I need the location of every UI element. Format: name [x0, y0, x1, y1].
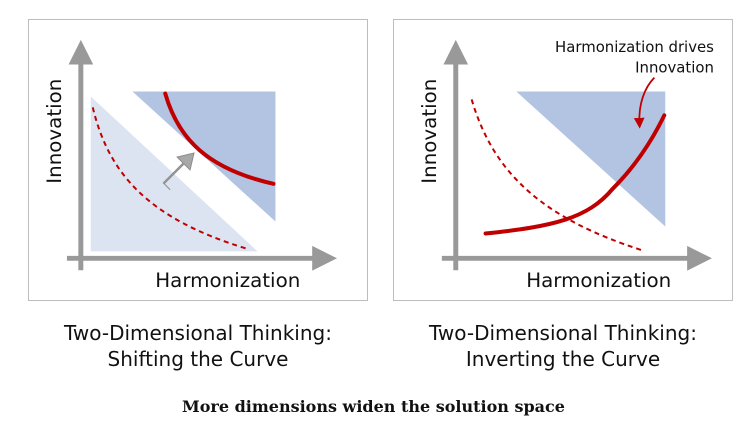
- shift-arrow-icon: [162, 152, 195, 191]
- caption-line-1: Two-Dimensional Thinking:: [429, 321, 697, 345]
- x-axis-label: Harmonization: [155, 269, 300, 292]
- x-axis-label: Harmonization: [526, 269, 671, 292]
- original-tradeoff-curve: [91, 107, 246, 250]
- y-axis-label: Innovation: [43, 79, 66, 184]
- caption-line-2: Inverting the Curve: [465, 347, 661, 371]
- inverting-curve-diagram: Innovation Harmonization Harmonization d…: [418, 38, 714, 292]
- callout-arrow-icon: [633, 76, 655, 129]
- figure-caption: More dimensions widen the solution space: [182, 397, 565, 416]
- tradeoff-curve-dashed: [470, 99, 643, 252]
- shifted-tradeoff-curve: [163, 91, 276, 186]
- shifting-curve-diagram: Innovation Harmonization: [43, 39, 338, 292]
- caption-shifting-curve: Two-Dimensional Thinking: Shifting the C…: [28, 320, 368, 372]
- annotation-line-2: Innovation: [635, 59, 714, 77]
- panel-shifting-curve: Innovation Harmonization: [28, 19, 368, 301]
- annotation-line-1: Harmonization drives: [555, 38, 714, 56]
- y-axis-label: Innovation: [418, 79, 441, 184]
- caption-inverting-curve: Two-Dimensional Thinking: Inverting the …: [393, 320, 733, 372]
- panel-inverting-curve: Innovation Harmonization Harmonization d…: [393, 19, 733, 301]
- inverted-curve: [483, 113, 667, 236]
- caption-line-1: Two-Dimensional Thinking:: [64, 321, 332, 345]
- caption-line-2: Shifting the Curve: [107, 347, 289, 371]
